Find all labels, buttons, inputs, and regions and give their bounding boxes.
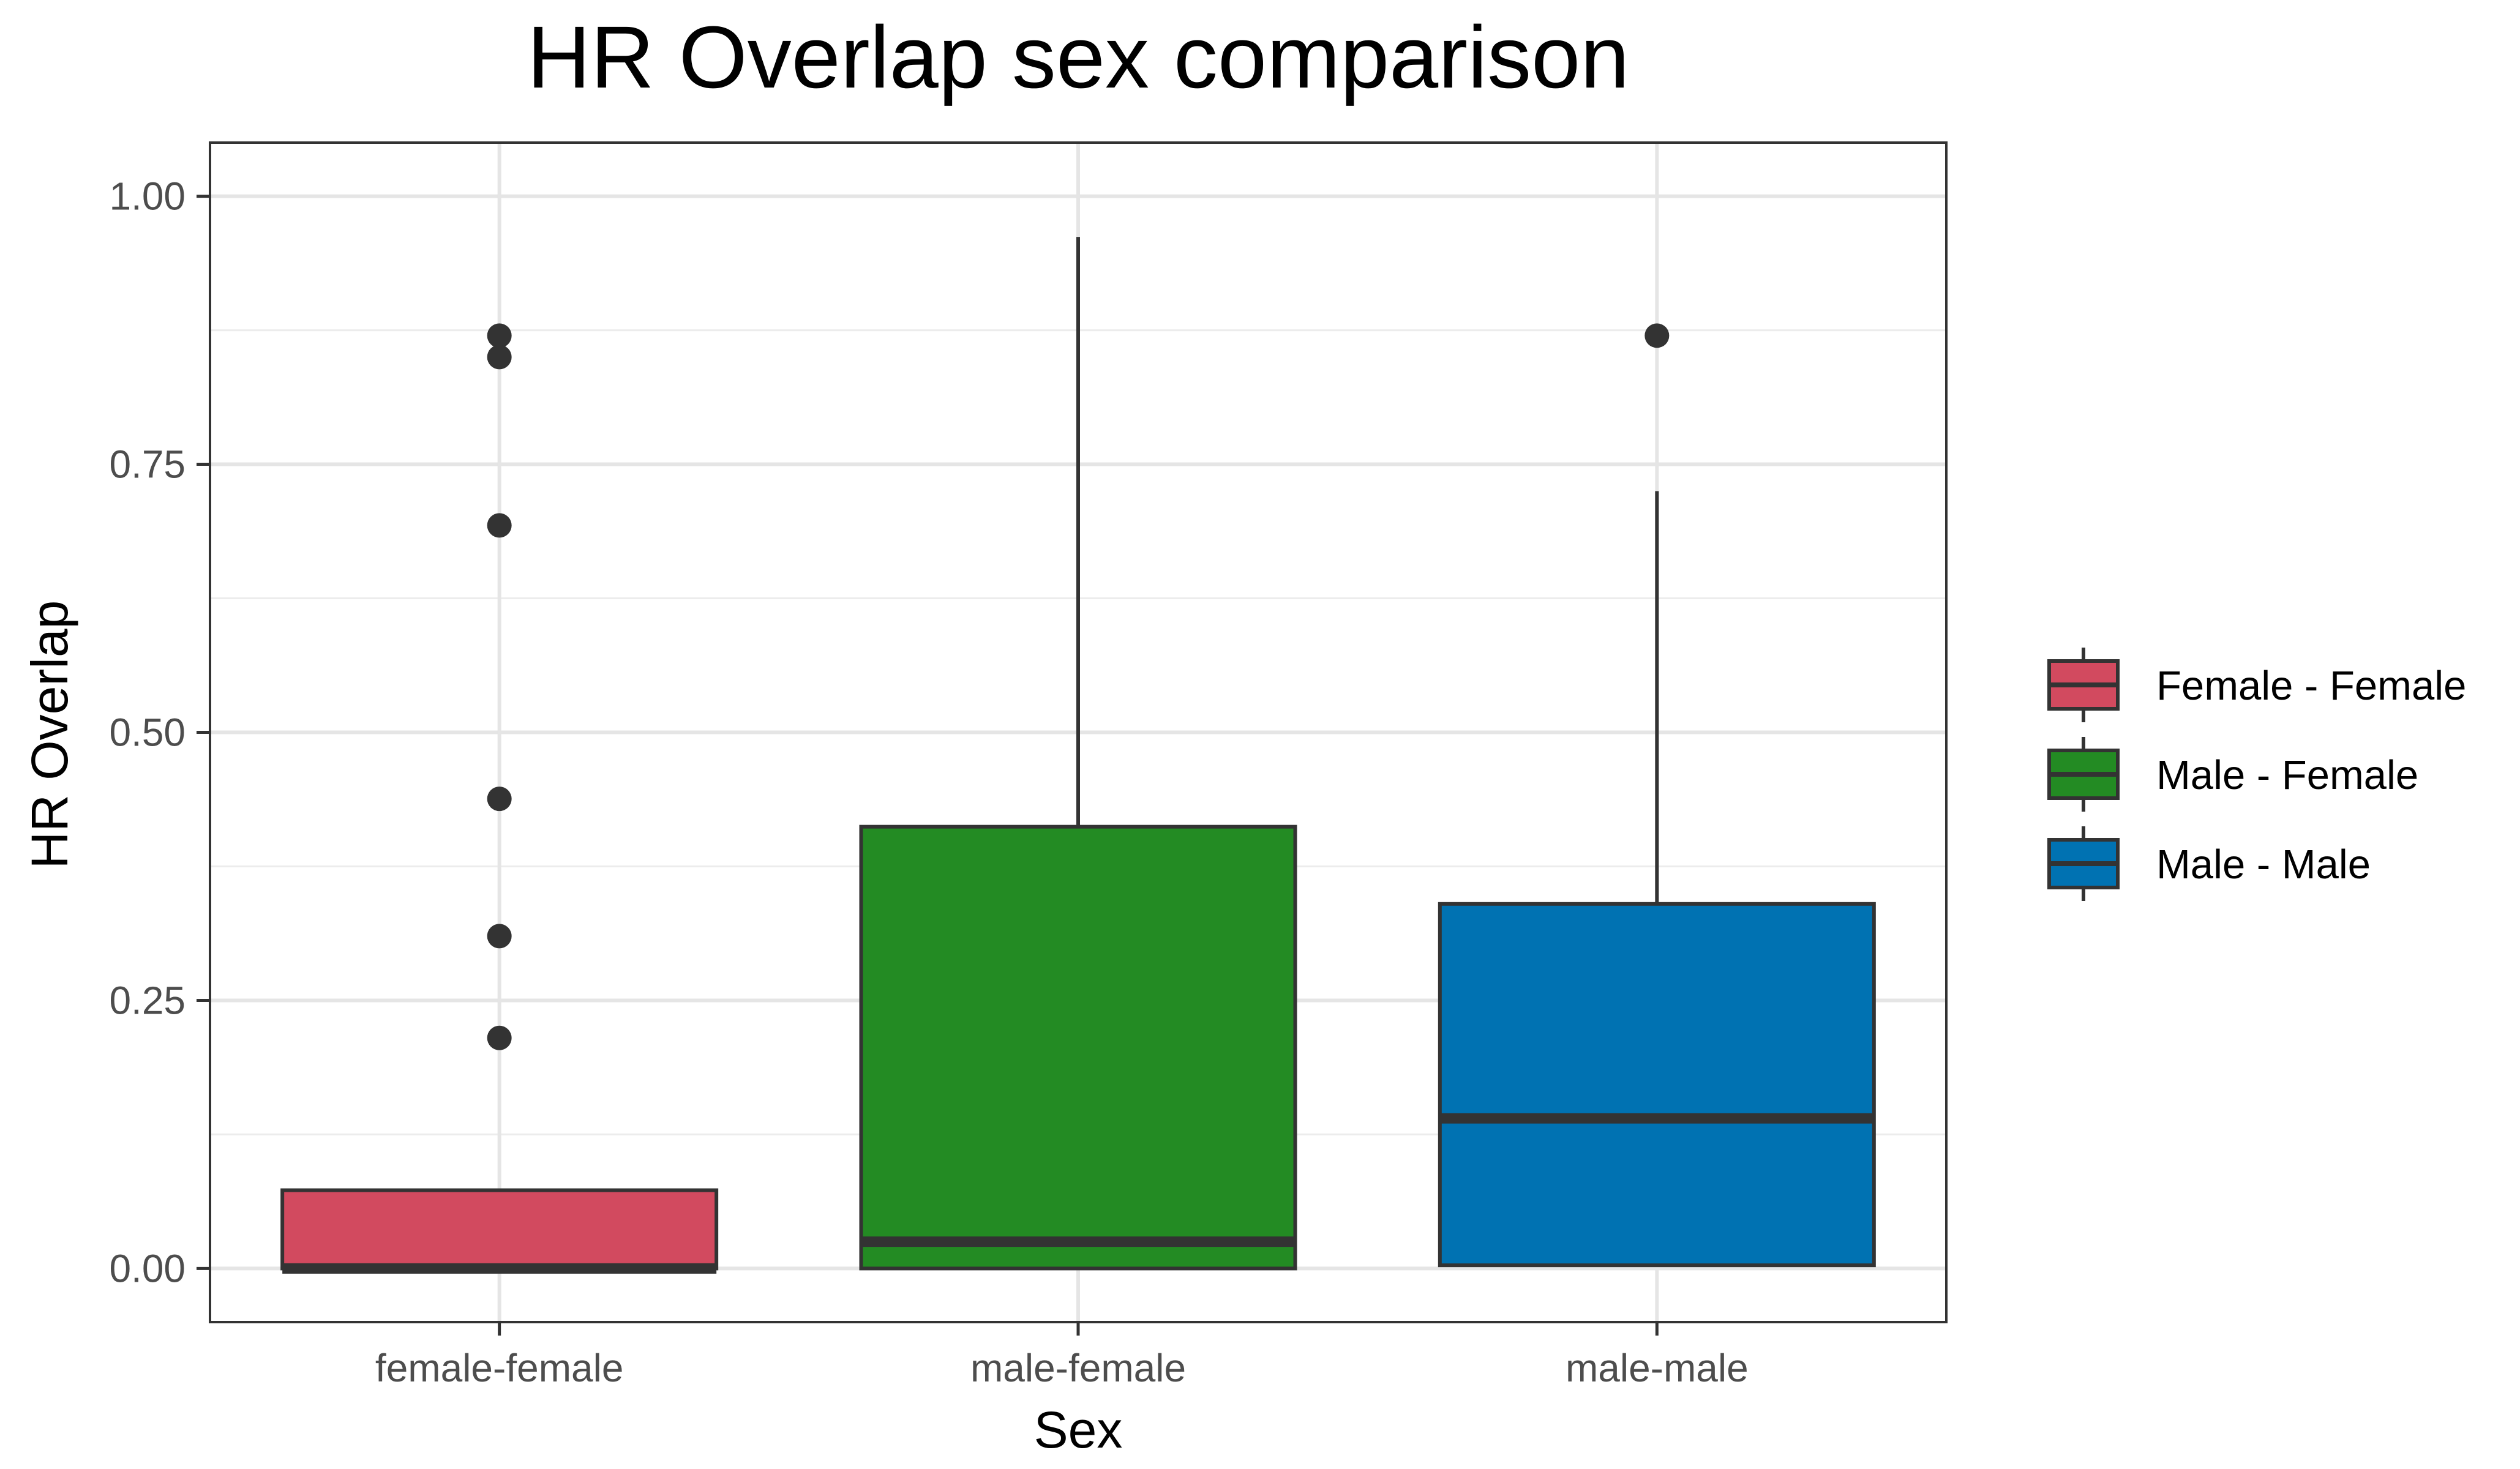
outlier-point [487,345,512,370]
plot-area: 0.00 0.25 0.50 0.75 1.00 female-female male-fe… [109,141,1948,1390]
y-tick-label: 0.25 [109,978,186,1022]
outlier-point [487,924,512,949]
legend-label: Male - Male [2156,842,2371,888]
outlier-point [487,513,512,538]
box-body [280,1188,719,1271]
y-tick-label: 0.50 [109,711,186,755]
x-tick-label: male-male [1566,1346,1749,1390]
x-tick-label: female-female [375,1346,624,1390]
x-tick-label: male-female [970,1346,1186,1390]
legend-item: Male - Male [2047,826,2371,901]
outlier-point [487,1025,512,1050]
box-male-female [859,237,1297,1271]
legend-label: Female - Female [2156,663,2466,709]
box-female-female [280,323,719,1274]
box-body [859,824,1297,1271]
y-tick-label: 1.00 [109,174,186,219]
box-body [1438,902,1876,1268]
y-tick-label: 0.00 [109,1246,186,1290]
box-male-male [1438,323,1876,1268]
outlier-point [487,787,512,812]
legend-item: Male - Female [2047,737,2418,812]
y-axis-title: HR Overlap [21,600,78,869]
outlier-point [487,323,512,348]
y-tick-label: 0.75 [109,443,186,487]
legend-label: Male - Female [2156,752,2418,798]
x-axis-title: Sex [1034,1401,1123,1459]
outlier-point [1644,323,1670,348]
chart-title: HR Overlap sex comparison [527,8,1630,107]
legend: Female - Female Male - Female Male - Male [2047,648,2466,901]
legend-item: Female - Female [2047,648,2466,722]
